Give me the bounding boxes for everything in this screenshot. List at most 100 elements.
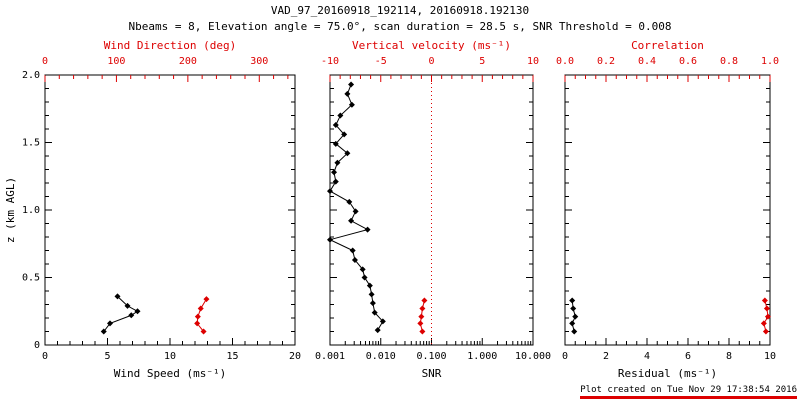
marker-snr_profile	[361, 274, 368, 281]
svg-text:10.000: 10.000	[515, 351, 551, 362]
marker-wind_direction	[194, 320, 201, 327]
svg-text:1.000: 1.000	[467, 351, 497, 362]
marker-wind_direction	[203, 296, 210, 303]
series-line-snr_profile	[328, 84, 384, 331]
svg-text:Correlation: Correlation	[631, 39, 704, 52]
plot-title: VAD_97_20160918_192114, 20160918.192130	[270, 4, 530, 17]
svg-text:0.100: 0.100	[416, 351, 446, 362]
marker-snr_profile	[332, 121, 339, 128]
marker-snr_profile	[364, 226, 371, 233]
marker-snr_profile	[348, 217, 355, 224]
plot-box-wind	[44, 74, 296, 346]
svg-text:0: 0	[42, 56, 48, 67]
marker-correlation	[761, 297, 768, 304]
marker-snr_profile	[332, 178, 339, 185]
svg-text:-5: -5	[375, 56, 387, 67]
svg-text:Wind Direction (deg): Wind Direction (deg)	[104, 39, 236, 52]
svg-text:0.0: 0.0	[556, 56, 574, 67]
marker-vertical_velocity	[419, 305, 426, 312]
svg-text:100: 100	[107, 56, 125, 67]
svg-text:0.4: 0.4	[638, 56, 656, 67]
marker-wind_direction	[200, 328, 207, 335]
svg-text:0.5: 0.5	[22, 273, 40, 284]
svg-text:0.2: 0.2	[597, 56, 615, 67]
svg-text:0: 0	[562, 351, 568, 362]
svg-text:0: 0	[428, 56, 434, 67]
svg-text:8: 8	[726, 351, 732, 362]
marker-snr_profile	[379, 318, 386, 325]
marker-snr_profile	[352, 208, 359, 215]
svg-text:0: 0	[34, 340, 40, 351]
marker-correlation	[762, 328, 769, 335]
marker-vertical_velocity	[418, 313, 425, 320]
svg-text:0.8: 0.8	[720, 56, 738, 67]
marker-snr_profile	[349, 247, 356, 254]
svg-text:2: 2	[603, 351, 609, 362]
svg-text:0.6: 0.6	[679, 56, 697, 67]
marker-snr_profile	[359, 266, 366, 273]
marker-snr_profile	[331, 169, 338, 176]
marker-wind_speed	[100, 328, 107, 335]
marker-wind_direction	[197, 305, 204, 312]
marker-wind_speed	[128, 312, 135, 319]
svg-text:1.0: 1.0	[22, 205, 40, 216]
marker-correlation	[763, 305, 770, 312]
marker-wind_speed	[134, 308, 141, 315]
marker-wind_speed	[107, 320, 113, 327]
marker-snr_profile	[371, 309, 378, 316]
svg-text:20: 20	[289, 351, 301, 362]
marker-snr_profile	[332, 140, 339, 147]
svg-text:10: 10	[164, 351, 176, 362]
marker-vertical_velocity	[417, 320, 424, 327]
panel-residual: 0 2 4 6 8 10 Residual (ms⁻¹) 0.0 0.2 0.4 0.6 0.8 1.0…	[556, 39, 779, 380]
marker-residual	[572, 313, 579, 320]
svg-text:0.010: 0.010	[366, 351, 396, 362]
marker-vertical_velocity	[421, 297, 428, 304]
svg-text:5: 5	[104, 351, 110, 362]
marker-snr_profile	[346, 198, 353, 205]
svg-text:10: 10	[527, 56, 539, 67]
marker-snr_profile	[374, 327, 381, 334]
svg-text:10: 10	[764, 351, 776, 362]
svg-text:0.001: 0.001	[315, 351, 345, 362]
svg-text:5: 5	[479, 56, 485, 67]
svg-text:4: 4	[644, 351, 650, 362]
marker-residual	[570, 305, 577, 312]
marker-snr_profile	[369, 300, 376, 307]
svg-text:Wind Speed (ms⁻¹): Wind Speed (ms⁻¹)	[114, 367, 227, 380]
y-axis-title: z (km AGL)	[4, 177, 17, 243]
svg-text:-10: -10	[321, 56, 339, 67]
panel-snr: 0.001 0.010 0.100 1.000 10.000 SNR -10 -5 0 5 10 Ve…	[315, 39, 551, 380]
svg-text:300: 300	[250, 56, 268, 67]
marker-correlation	[760, 320, 767, 327]
marker-wind_direction	[194, 313, 201, 320]
marker-snr_profile	[337, 112, 344, 119]
marker-snr_profile	[368, 291, 375, 298]
plot-subtitle: Nbeams = 8, Elevation angle = 75.0°, sca…	[128, 20, 672, 33]
marker-snr_profile	[344, 90, 351, 97]
marker-wind_speed	[114, 293, 121, 300]
marker-residual	[569, 320, 576, 327]
svg-text:Residual (ms⁻¹): Residual (ms⁻¹)	[618, 367, 717, 380]
marker-snr_profile	[344, 150, 351, 157]
marker-snr_profile	[327, 188, 333, 195]
marker-correlation	[764, 313, 771, 320]
svg-text:0: 0	[42, 351, 48, 362]
marker-residual	[571, 328, 578, 335]
plot-box-residual	[564, 74, 771, 346]
svg-text:Vertical velocity (ms⁻¹): Vertical velocity (ms⁻¹)	[352, 39, 511, 52]
marker-snr_profile	[348, 101, 355, 108]
marker-snr_profile	[348, 81, 355, 88]
svg-text:SNR: SNR	[422, 367, 442, 380]
marker-vertical_velocity	[419, 328, 426, 335]
svg-text:15: 15	[226, 351, 238, 362]
svg-text:1.5: 1.5	[22, 138, 40, 149]
svg-text:200: 200	[179, 56, 197, 67]
svg-text:6: 6	[685, 351, 691, 362]
marker-snr_profile	[334, 159, 341, 166]
marker-snr_profile	[341, 131, 348, 138]
panel-wind: 0 5 10 15 20 Wind Speed (ms⁻¹) 0 100 200 300 Wind …	[22, 39, 301, 380]
svg-text:1.0: 1.0	[761, 56, 779, 67]
